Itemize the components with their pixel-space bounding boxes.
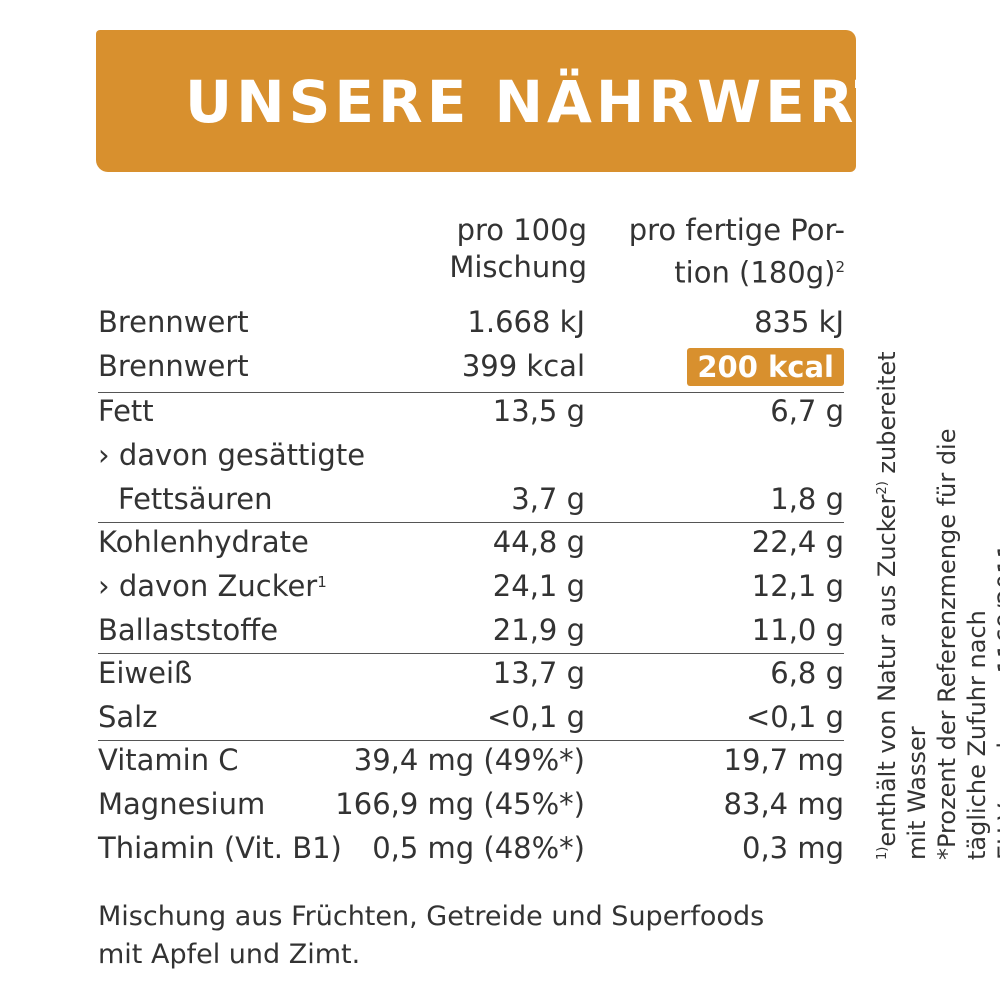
footnote-marker: 2) [875,481,890,495]
value-per-100g: 399 kcal [461,349,585,383]
footnote-sugar-water: 1)enthält von Natur aus Zucker2) zuberei… [868,340,932,860]
value-per-100g: 166,9 mg (45%*) [335,787,585,821]
value-per-portion: 835 kJ [754,305,844,339]
value-per-portion: 0,3 mg [742,831,844,865]
table-row-energy-kj: Brennwert 1.668 kJ 835 kJ [98,300,844,344]
column-header-text: tion (180g) [674,255,836,290]
table-row-fiber: Ballaststoffe 21,9 g 11,0 g [98,608,844,652]
column-header-per-100g: pro 100g Mischung [449,212,587,286]
section-divider [98,653,844,654]
table-row-saturated-label: › davon gesättigte [98,433,844,477]
value-per-portion: 83,4 mg [723,787,844,821]
section-divider [98,522,844,523]
footnote-marker: 1 [317,573,327,591]
column-header-line: tion (180g)2 [629,249,845,292]
row-label: Brennwert [98,349,249,383]
product-description: Mischung aus Früchten, Getreide und Supe… [98,898,858,974]
table-row-sugar: › davon Zucker1 24,1 g 12,1 g [98,564,844,608]
title-banner [96,30,856,172]
value-per-portion: 12,1 g [751,569,844,603]
highlighted-kcal-badge: 200 kcal [687,348,844,386]
value-per-portion: <0,1 g [745,700,844,734]
table-row-vitamin-c: Vitamin C 39,4 mg (49%*) 19,7 mg [98,738,844,782]
table-row-thiamin: Thiamin (Vit. B1) 0,5 mg (48%*) 0,3 mg [98,826,844,870]
description-line: mit Apfel und Zimt. [98,939,361,970]
description-line: Mischung aus Früchten, Getreide und Supe… [98,901,765,932]
value-per-100g: 39,4 mg (49%*) [353,743,585,777]
table-row-fat: Fett 13,5 g 6,7 g [98,389,844,433]
row-label-text: › davon Zucker [98,569,318,603]
column-header-per-portion: pro fertige Por- tion (180g)2 [629,212,845,292]
footnote-marker: 2 [835,258,845,276]
row-label: Fett [98,394,154,428]
side-footnotes: 1)enthält von Natur aus Zucker2) zuberei… [868,340,1000,860]
value-per-100g: 1.668 kJ [467,305,585,339]
column-header-line: Mischung [449,250,587,284]
value-per-100g: 0,5 mg (48%*) [372,831,585,865]
table-row-protein: Eiweiß 13,7 g 6,8 g [98,651,844,695]
row-label: Vitamin C [98,743,239,777]
row-label: Kohlenhydrate [98,525,309,559]
row-label: Thiamin (Vit. B1) [98,831,342,865]
value-per-portion: 6,7 g [770,394,844,428]
value-per-100g: 21,9 g [492,613,585,647]
value-per-100g: 24,1 g [492,569,585,603]
value-per-100g: <0,1 g [486,700,585,734]
table-row-magnesium: Magnesium 166,9 mg (45%*) 83,4 mg [98,782,844,826]
column-header-line: pro 100g [456,213,587,247]
row-label: Fettsäuren [118,482,273,516]
value-per-portion: 22,4 g [751,525,844,559]
page-title: UNSERE NÄHRWERTE: [185,68,970,136]
value-per-100g: 3,7 g [511,482,585,516]
table-row-salt: Salz <0,1 g <0,1 g [98,695,844,739]
row-label: Salz [98,700,158,734]
footnote-marker: 1) [875,846,890,860]
row-label: › davon Zucker1 [98,564,327,608]
row-label: Magnesium [98,787,266,821]
footnote-regulation: EU-Verordnung 1169/2011 [993,543,1000,860]
row-label: Eiweiß [98,656,193,690]
section-divider [98,392,844,393]
row-label: Brennwert [98,305,249,339]
value-per-100g: 13,5 g [492,394,585,428]
row-label: Ballaststoffe [98,613,279,647]
value-per-100g: 44,8 g [492,525,585,559]
value-per-portion: 1,8 g [770,482,844,516]
value-per-portion: 6,8 g [770,656,844,690]
footnote-text: enthält von Natur aus Zucker [873,494,901,847]
section-divider [98,740,844,741]
footnote-reference-intake: *Prozent der Referenzmenge für die tägli… [933,428,991,860]
value-per-portion: 19,7 mg [723,743,844,777]
table-row-carbohydrates: Kohlenhydrate 44,8 g 22,4 g [98,520,844,564]
value-per-100g: 13,7 g [492,656,585,690]
table-row-energy-kcal: Brennwert 399 kcal 200 kcal [98,344,844,388]
value-per-portion: 11,0 g [751,613,844,647]
table-row-saturated-fat: Fettsäuren 3,7 g 1,8 g [98,477,844,521]
column-header-line: pro fertige Por- [628,213,845,247]
row-label: › davon gesättigte [98,438,366,472]
